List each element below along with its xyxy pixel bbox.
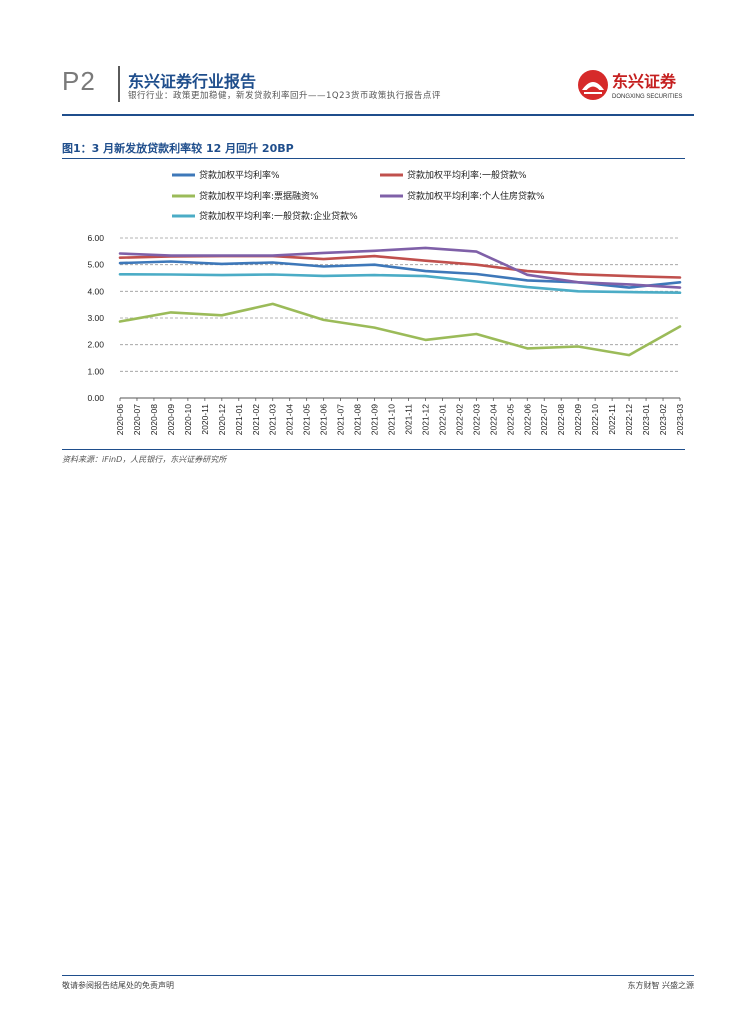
report-title: 东兴证券行业报告 [128, 72, 257, 91]
x-tick-label: 2021-01 [234, 404, 244, 435]
legend-label: 贷款加权平均利率:票据融资% [199, 190, 319, 202]
legend-label: 贷款加权平均利率% [199, 169, 280, 181]
page-number: P2 [62, 66, 96, 96]
x-tick-label: 2022-04 [488, 404, 498, 435]
chart-grid [120, 237, 680, 399]
y-tick-label: 4.00 [87, 286, 104, 296]
x-tick-label: 2022-03 [471, 404, 481, 435]
chart-series [118, 246, 682, 357]
x-tick-label: 2022-10 [590, 404, 600, 435]
header-rule [62, 114, 694, 116]
x-tick-label: 2020-10 [183, 404, 193, 435]
x-tick-label: 2021-07 [336, 404, 346, 435]
series-line-3 [118, 302, 682, 357]
x-tick-label: 2022-02 [454, 404, 464, 435]
x-tick-label: 2021-04 [285, 404, 295, 435]
x-tick-label: 2023-01 [641, 404, 651, 435]
footer-disclaimer: 敬请参阅报告结尾处的免责声明 [62, 981, 174, 990]
x-tick-label: 2021-08 [353, 404, 363, 435]
x-tick-label: 2021-05 [302, 404, 312, 435]
x-tick-label: 2022-07 [539, 404, 549, 435]
y-tick-label: 5.00 [87, 260, 104, 270]
report-subtitle: 银行行业：政策更加稳健，新发贷款利率回升——1Q23货币政策执行报告点评 [128, 91, 441, 101]
x-axis: 2020-06 2020-07 2020-08 2020-09 2020-10 2020-… [115, 398, 685, 435]
x-tick-label: 2022-08 [556, 404, 566, 435]
footer-rule [62, 975, 694, 976]
x-tick-label: 2020-09 [166, 404, 176, 435]
legend-label: 贷款加权平均利率:个人住房贷款% [407, 190, 545, 202]
x-tick-label: 2022-06 [522, 404, 532, 435]
x-tick-label: 2020-12 [217, 404, 227, 435]
series-line-4 [118, 246, 682, 289]
x-tick-label: 2023-03 [675, 404, 685, 435]
series-line-5 [118, 273, 682, 294]
y-tick-label: 0.00 [87, 393, 104, 403]
x-tick-label: 2020-11 [200, 404, 210, 435]
x-tick-label: 2022-01 [437, 404, 447, 435]
chart-legend: 贷款加权平均利率% 贷款加权平均利率:一般贷款% 贷款加权平均利率:票据融资% 贷款加… [172, 169, 545, 222]
x-tick-label: 2020-08 [149, 404, 159, 435]
x-tick-label: 2022-05 [505, 404, 515, 435]
legend-label: 贷款加权平均利率:一般贷款:企业贷款% [199, 210, 358, 222]
x-tick-label: 2023-02 [658, 404, 668, 435]
x-tick-label: 2021-10 [387, 404, 397, 435]
logo-emblem-icon [578, 70, 608, 100]
y-tick-label: 1.00 [87, 366, 104, 376]
x-tick-label: 2021-12 [420, 404, 430, 435]
x-tick-label: 2021-03 [268, 404, 278, 435]
x-tick-label: 2022-12 [624, 404, 634, 435]
line-chart: 贷款加权平均利率% 贷款加权平均利率:一般贷款% 贷款加权平均利率:票据融资% 贷款加… [87, 169, 685, 435]
y-tick-label: 2.00 [87, 340, 104, 350]
y-tick-label: 6.00 [87, 233, 104, 243]
x-tick-label: 2020-07 [132, 404, 142, 435]
x-tick-label: 2020-06 [115, 404, 125, 435]
x-tick-label: 2022-09 [573, 404, 583, 435]
legend-label: 贷款加权平均利率:一般贷款% [407, 169, 527, 181]
x-tick-label: 2021-06 [319, 404, 329, 435]
y-tick-label: 3.00 [87, 313, 104, 323]
figure-top-rule [62, 158, 685, 159]
x-tick-label: 2021-02 [251, 404, 261, 435]
figure-bottom-rule [62, 449, 685, 450]
figure-title: 图1：3 月新发放贷款利率较 12 月回升 20BP [62, 142, 294, 155]
logo-subtext: DONGXING SECURITIES [612, 94, 682, 100]
logo-text: 东兴证券 [612, 72, 677, 91]
y-axis: 0.00 1.00 2.00 3.00 4.00 5.00 6.00 [87, 233, 104, 403]
header-divider [118, 66, 120, 102]
x-tick-label: 2021-11 [403, 404, 413, 435]
x-tick-label: 2021-09 [370, 404, 380, 435]
x-tick-label: 2022-11 [607, 404, 617, 435]
company-logo: 东兴证券 DONGXING SECURITIES [578, 70, 682, 100]
footer-slogan: 东方财智 兴盛之源 [627, 981, 694, 990]
source-note: 资料来源：iFinD，人民银行，东兴证券研究所 [62, 455, 227, 464]
